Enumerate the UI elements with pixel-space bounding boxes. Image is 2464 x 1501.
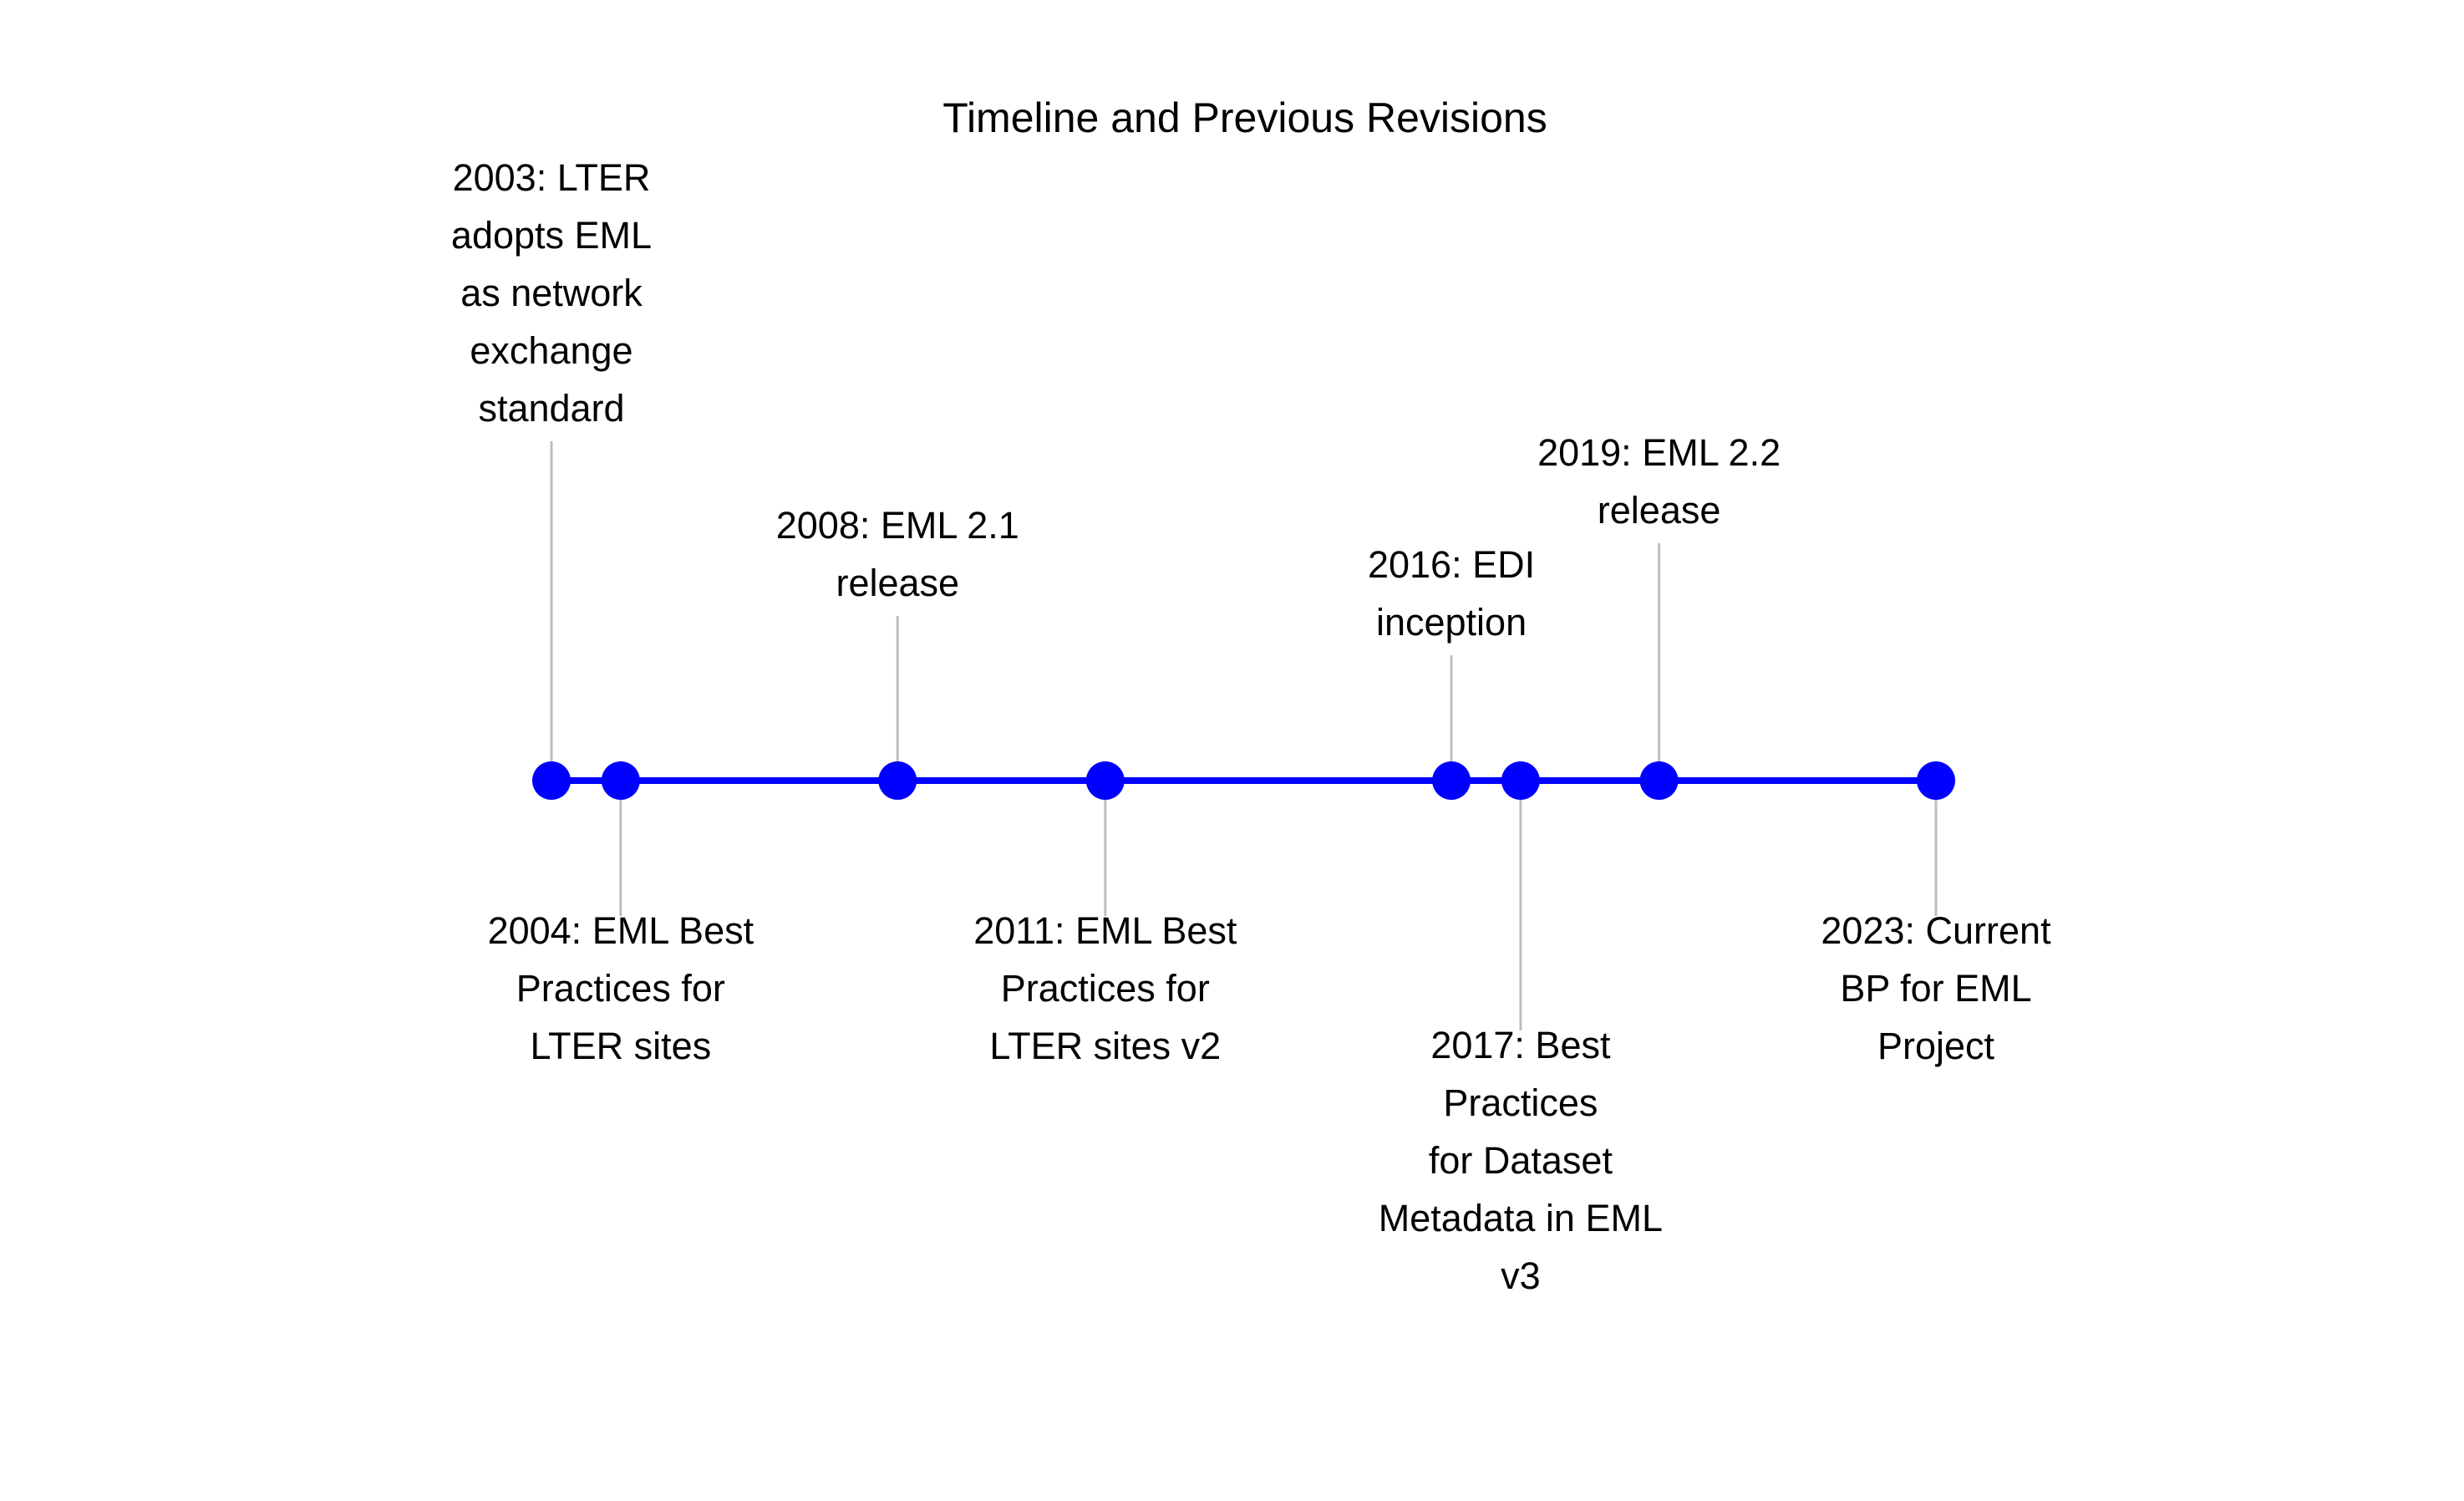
event-label-line: Practices for [516,967,725,1010]
event-markers [532,761,1955,800]
event-marker-2011 [1085,761,1125,800]
chart-title: Timeline and Previous Revisions [942,94,1547,141]
event-label-line: exchange [470,329,633,372]
event-label-line: standard [478,387,624,430]
event-label-2004: 2004: EML Best Practices for LTER sites [488,909,754,1067]
event-label-line: LTER sites [530,1025,711,1067]
event-label-line: v3 [1501,1254,1541,1297]
event-label-line: release [1598,489,1721,532]
event-label-line: 2016: EDI [1368,543,1535,586]
event-marker-2003 [532,761,571,800]
event-label-line: Practices for [1001,967,1210,1010]
event-labels: 2003: LTER adopts EML as network exchange st… [451,156,2051,1297]
event-marker-2017 [1501,761,1540,800]
event-label-line: 2017: Best [1430,1024,1611,1066]
event-label-line: 2011: EML Best [973,909,1237,952]
event-label-line: for Dataset [1429,1139,1613,1182]
connector-lines [550,441,1938,1030]
event-marker-2019 [1639,761,1679,800]
event-label-line: release [836,562,959,604]
event-label-2019: 2019: EML 2.2 release [1537,431,1781,532]
event-marker-2016 [1432,761,1471,800]
event-label-line: 2004: EML Best [488,909,754,952]
event-label-line: 2008: EML 2.1 [776,504,1019,547]
event-label-line: 2023: Current [1821,909,2051,952]
event-marker-2023 [1917,761,1955,800]
event-label-line: Project [1877,1025,1995,1067]
event-marker-2008 [878,761,917,800]
event-label-2008: 2008: EML 2.1 release [776,504,1019,604]
event-label-2003: 2003: LTER adopts EML as network exchange st… [451,156,652,430]
event-label-line: LTER sites v2 [989,1025,1221,1067]
event-label-line: as network [460,272,643,314]
event-marker-2004 [601,761,640,800]
event-label-line: adopts EML [451,214,652,257]
event-label-line: inception [1376,601,1527,644]
event-label-line: 2019: EML 2.2 [1537,431,1781,474]
event-label-line: 2003: LTER [453,156,651,199]
event-label-2011: 2011: EML Best Practices for LTER sites v2 [973,909,1237,1067]
event-label-2017: 2017: Best Practices for Dataset Metadata i… [1379,1024,1663,1297]
event-label-line: BP for EML [1840,967,2031,1010]
event-label-line: Practices [1443,1081,1598,1124]
event-label-line: Metadata in EML [1379,1197,1663,1239]
event-label-2016: 2016: EDI inception [1368,543,1535,644]
event-label-2023: 2023: Current BP for EML Project [1821,909,2051,1067]
